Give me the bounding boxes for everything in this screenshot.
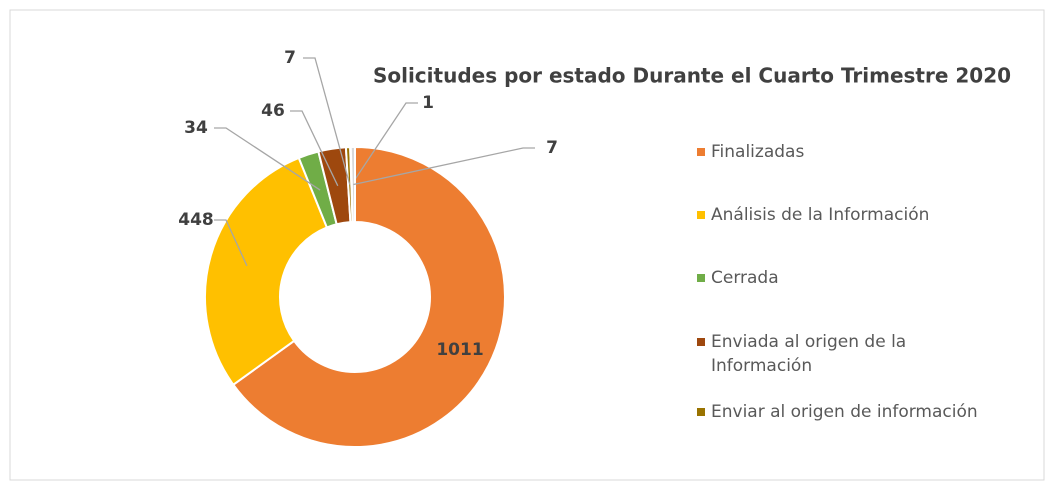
- legend-item: Enviar al origen de información: [697, 400, 978, 424]
- legend-item: Cerrada: [697, 266, 779, 290]
- chart-border: [9, 9, 1045, 481]
- leader-line: [214, 219, 248, 267]
- legend-item: Análisis de la Información: [697, 203, 929, 227]
- data-label: 1: [422, 93, 434, 113]
- legend-item: Finalizadas: [697, 140, 804, 164]
- legend-label: Finalizadas: [711, 142, 805, 162]
- legend-label: Análisis de la Información: [711, 205, 930, 225]
- leader-line: [353, 147, 535, 186]
- legend-swatch: [697, 338, 705, 346]
- legend-label: Enviar al origen de información: [711, 402, 978, 422]
- legend-item: Enviada al origen de la Información: [697, 330, 961, 378]
- data-label: 46: [261, 101, 285, 121]
- data-label: 7: [546, 138, 558, 158]
- legend-label: Enviada al origen de la Información: [711, 332, 907, 376]
- donut-slice: [349, 145, 356, 224]
- legend-swatch: [697, 408, 705, 416]
- donut-slice: [204, 156, 329, 387]
- leader-line: [290, 110, 339, 187]
- legend-swatch: [697, 274, 705, 282]
- data-label: 1011: [436, 340, 483, 360]
- legend-label: Cerrada: [711, 268, 779, 288]
- donut-slice: [231, 145, 506, 448]
- data-label: 448: [178, 210, 214, 230]
- leader-line: [214, 127, 321, 191]
- legend-swatch: [697, 211, 705, 219]
- legend-swatch: [697, 148, 705, 156]
- leader-line: [303, 57, 351, 185]
- data-label: 7: [284, 48, 296, 68]
- leader-line: [351, 102, 418, 185]
- data-label: 34: [184, 118, 208, 138]
- chart-title: Solicitudes por estado Durante el Cuarto…: [373, 64, 1011, 88]
